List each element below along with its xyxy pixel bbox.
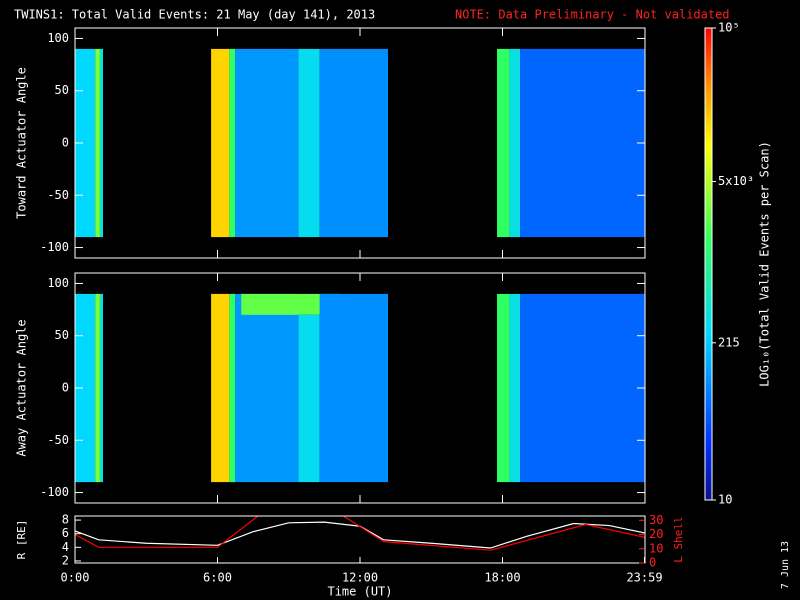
heatmap-cell (319, 293, 389, 483)
y-tick-label: -100 (40, 485, 69, 499)
y-tick-label: 0 (62, 136, 69, 150)
y-tick-label: 50 (55, 328, 69, 342)
y-tick-label: 2 (62, 553, 69, 567)
y-tick-label: 4 (62, 540, 69, 554)
y2-tick-label: 10 (649, 541, 663, 555)
heatmap-cell (75, 293, 96, 483)
y-tick-label: 0 (62, 381, 69, 395)
x-tick-label: 0:00 (61, 571, 90, 585)
colorbar (704, 27, 713, 501)
colorbar-tick-label: 215 (718, 335, 740, 349)
heatmap-cell (497, 48, 510, 238)
y-tick-label: 100 (47, 276, 69, 290)
y-axis-label: Away Actuator Angle (15, 319, 29, 456)
y2-axis-label: L Shell (672, 516, 685, 562)
colorbar-tick-label: 10 (718, 493, 732, 507)
y-axis-label: Toward Actuator Angle (15, 67, 29, 219)
colorbar-tick-label: 10⁵ (718, 21, 740, 35)
x-tick-label: 18:00 (484, 571, 520, 585)
y2-tick-label: 0 (649, 556, 656, 570)
heatmap-cell (99, 293, 104, 483)
heatmap-cell (241, 293, 341, 315)
y-tick-label: -50 (47, 188, 69, 202)
heatmap-cell (235, 48, 299, 238)
y-tick-label: 8 (62, 513, 69, 527)
y-tick-label: -50 (47, 433, 69, 447)
heatmap-cell (509, 48, 521, 238)
note: NOTE: Data Preliminary - Not validated (455, 8, 730, 22)
series-line (75, 516, 645, 551)
x-axis-label: Time (UT) (327, 585, 392, 599)
heatmap-cell (298, 48, 320, 238)
heatmap-cell (520, 48, 645, 238)
x-tick-label: 6:00 (203, 571, 232, 585)
y-tick-label: 6 (62, 526, 69, 540)
heatmap-cell (95, 48, 100, 238)
x-tick-label: 23:59 (626, 571, 662, 585)
y2-tick-label: 30 (649, 513, 663, 527)
y-tick-label: -100 (40, 240, 69, 254)
y-axis-label: R [RE] (15, 520, 28, 560)
heatmap-cell (75, 48, 96, 238)
x-tick-label: 12:00 (342, 571, 378, 585)
heatmap-cell (95, 293, 100, 483)
heatmap-cell (229, 48, 236, 238)
y-tick-label: 50 (55, 83, 69, 97)
colorbar-tick-label: 5x10³ (718, 174, 754, 188)
y2-tick-label: 20 (649, 527, 663, 541)
heatmap-cell (211, 293, 230, 483)
heatmap-cell (497, 293, 510, 483)
heatmap-cell (235, 293, 299, 483)
line-plot-area (75, 516, 645, 551)
heatmap-cell (229, 293, 236, 483)
heatmap-cell (99, 48, 104, 238)
heatmap-cell (298, 314, 320, 483)
heatmap-cell (319, 48, 389, 238)
plot-frame (74, 515, 646, 564)
colorbar-label: LOG₁₀(Total Valid Events per Scan) (758, 141, 772, 387)
chart-title: TWINS1: Total Valid Events: 21 May (day … (14, 8, 375, 22)
date-stamp: 7 Jun 13 (780, 541, 791, 589)
heatmap-cell (211, 48, 230, 238)
heatmap-cell (520, 293, 645, 483)
heatmap-cell (509, 293, 521, 483)
y-tick-label: 100 (47, 31, 69, 45)
